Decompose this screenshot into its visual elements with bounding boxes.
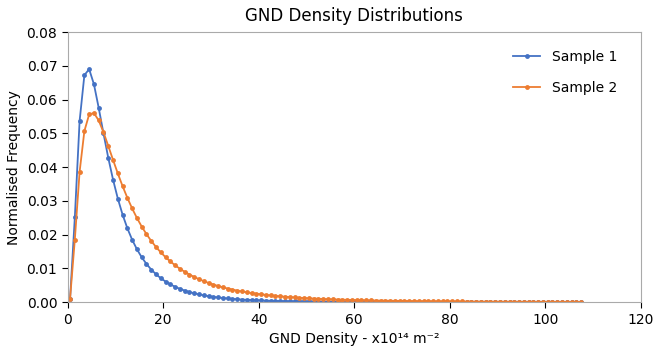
Sample 2 [510, 300, 518, 304]
X-axis label: GND Density - x10¹⁴ m⁻²: GND Density - x10¹⁴ m⁻² [269, 332, 440, 346]
Sample 2 [152, 245, 160, 249]
Sample 1 [310, 299, 318, 304]
Sample 1 [66, 297, 74, 301]
Sample 1 [510, 300, 518, 304]
Sample 2 [577, 300, 585, 304]
Sample 2 [66, 297, 74, 301]
Title: GND Density Distributions: GND Density Distributions [245, 7, 463, 25]
Sample 2 [90, 111, 98, 115]
Sample 1 [572, 300, 580, 304]
Line: Sample 2: Sample 2 [67, 110, 584, 304]
Sample 2 [572, 300, 580, 304]
Sample 2 [124, 196, 132, 200]
Y-axis label: Normalised Frequency: Normalised Frequency [7, 90, 21, 245]
Sample 2 [477, 299, 485, 304]
Sample 1 [577, 300, 585, 304]
Sample 1 [124, 226, 132, 231]
Sample 2 [310, 297, 318, 301]
Legend: Sample 1, Sample 2: Sample 1, Sample 2 [507, 44, 623, 100]
Sample 1 [152, 272, 160, 276]
Line: Sample 1: Sample 1 [67, 67, 584, 305]
Sample 1 [477, 300, 485, 304]
Sample 1 [85, 67, 93, 71]
